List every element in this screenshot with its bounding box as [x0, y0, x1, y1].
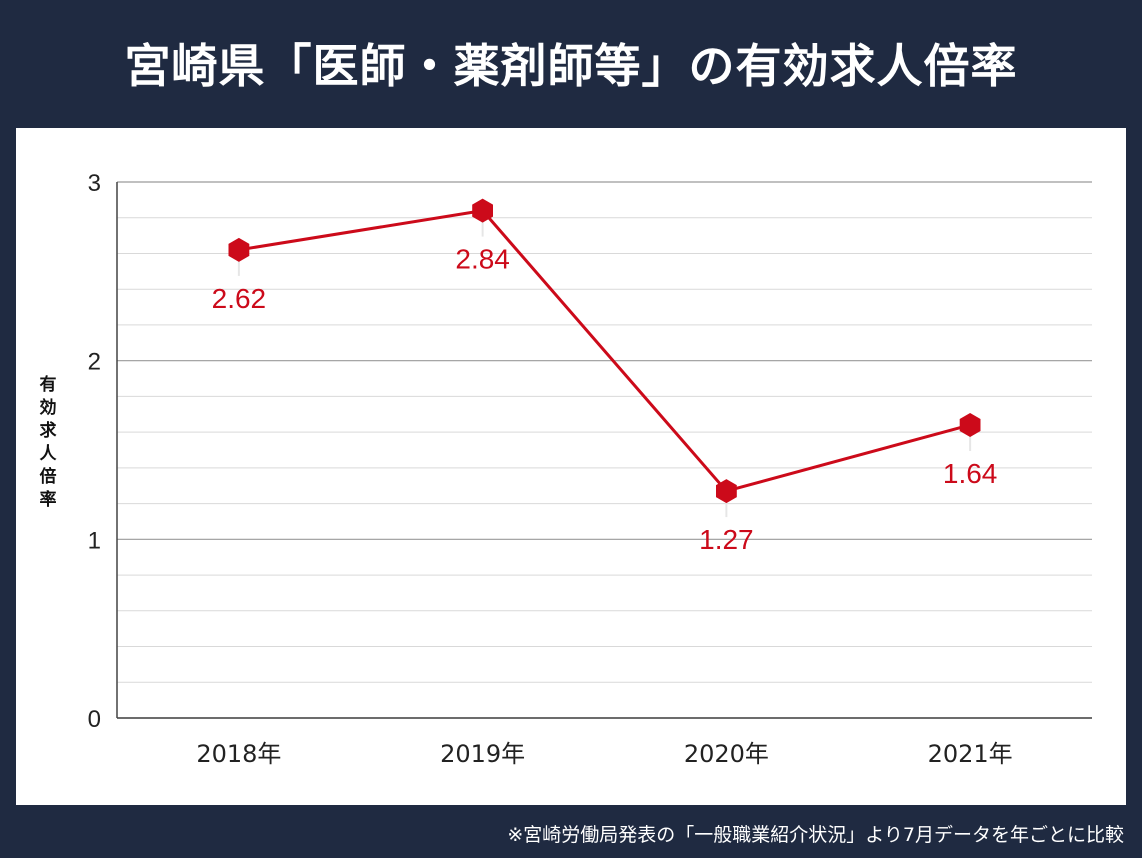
y-axis-label-char: 有 — [40, 374, 57, 395]
series-line — [238, 208, 971, 493]
data-label: 2.62 — [212, 283, 267, 314]
data-point-marker — [472, 198, 493, 223]
data-label: 1.27 — [699, 524, 754, 555]
y-tick-label: 0 — [88, 706, 101, 733]
data-label: 1.64 — [943, 458, 998, 489]
data-point-marker — [228, 237, 250, 262]
y-axis-label-char: 人 — [40, 444, 58, 464]
y-axis-label-char: 率 — [40, 489, 57, 510]
x-tick-label: 2021年 — [928, 740, 1013, 768]
data-point-marker — [959, 413, 981, 437]
data-label: 2.84 — [455, 244, 510, 275]
footnote: ※宮崎労働局発表の「一般職業紹介状況」より7月データを年ごとに比較 — [507, 824, 1124, 846]
data-point-marker — [716, 479, 737, 504]
x-tick-label: 2018年 — [196, 740, 281, 768]
y-tick-label: 3 — [88, 170, 101, 197]
x-tick-label: 2019年 — [440, 740, 525, 768]
y-tick-label: 1 — [88, 527, 101, 554]
y-axis-label-char: 倍 — [40, 466, 57, 487]
y-axis-label-char: 求 — [40, 420, 57, 441]
y-axis-label-char: 効 — [40, 397, 57, 418]
x-tick-label: 2020年 — [684, 740, 769, 768]
line-chart: 0 1 2 3 有効求人倍率 2018年 2019年 2020年 2021年 2.62 2.84 1.… — [40, 170, 1092, 768]
chart-panel: 0 1 2 3 有効求人倍率 2018年 2019年 2020年 2021年 2.62 2.84 1.… — [16, 128, 1126, 805]
page-title: 宮崎県「医師・薬剤師等」の有効求人倍率 — [124, 39, 1018, 93]
y-tick-label: 2 — [88, 349, 101, 376]
